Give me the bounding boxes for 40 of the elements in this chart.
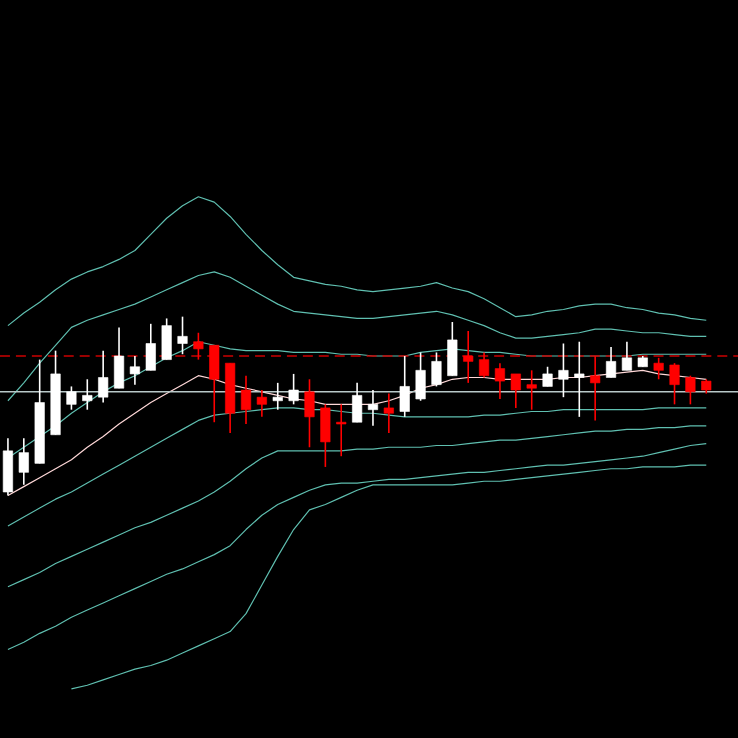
candlestick [542, 365, 553, 388]
candlestick [352, 382, 363, 424]
candlestick [431, 351, 442, 388]
candlestick [193, 331, 204, 361]
candlestick [605, 346, 617, 379]
candlestick [320, 403, 331, 468]
candlestick [66, 385, 77, 411]
candlestick [479, 351, 490, 379]
candlestick [590, 355, 601, 422]
candlestick [98, 349, 109, 404]
candlestick [621, 340, 632, 372]
candlestick [209, 344, 220, 424]
candlestick [463, 330, 474, 384]
candlestick [18, 437, 29, 486]
candlestick [336, 403, 347, 458]
candlestick [129, 355, 140, 386]
candlestick [240, 374, 252, 425]
candlestick [526, 369, 537, 411]
candlestick [574, 340, 585, 418]
candlestick [272, 382, 283, 411]
candlestick [494, 362, 505, 400]
candlestick [304, 378, 315, 449]
candlestick [399, 355, 410, 418]
candlestick [82, 378, 93, 411]
candlestick [383, 392, 394, 434]
candlestick [510, 373, 521, 409]
candlestick [685, 374, 696, 406]
candlestick [145, 323, 156, 372]
candlestick [367, 389, 379, 427]
candlestick [653, 357, 664, 381]
candlestick [447, 321, 458, 377]
candlestick [256, 389, 267, 418]
candlestick [558, 342, 569, 398]
candlestick [2, 437, 13, 497]
candlestick [113, 326, 125, 390]
candlestick [161, 317, 172, 361]
candlestick [177, 315, 188, 356]
candlestick [288, 373, 299, 406]
candlestick [415, 351, 426, 402]
candlestick [669, 362, 680, 406]
